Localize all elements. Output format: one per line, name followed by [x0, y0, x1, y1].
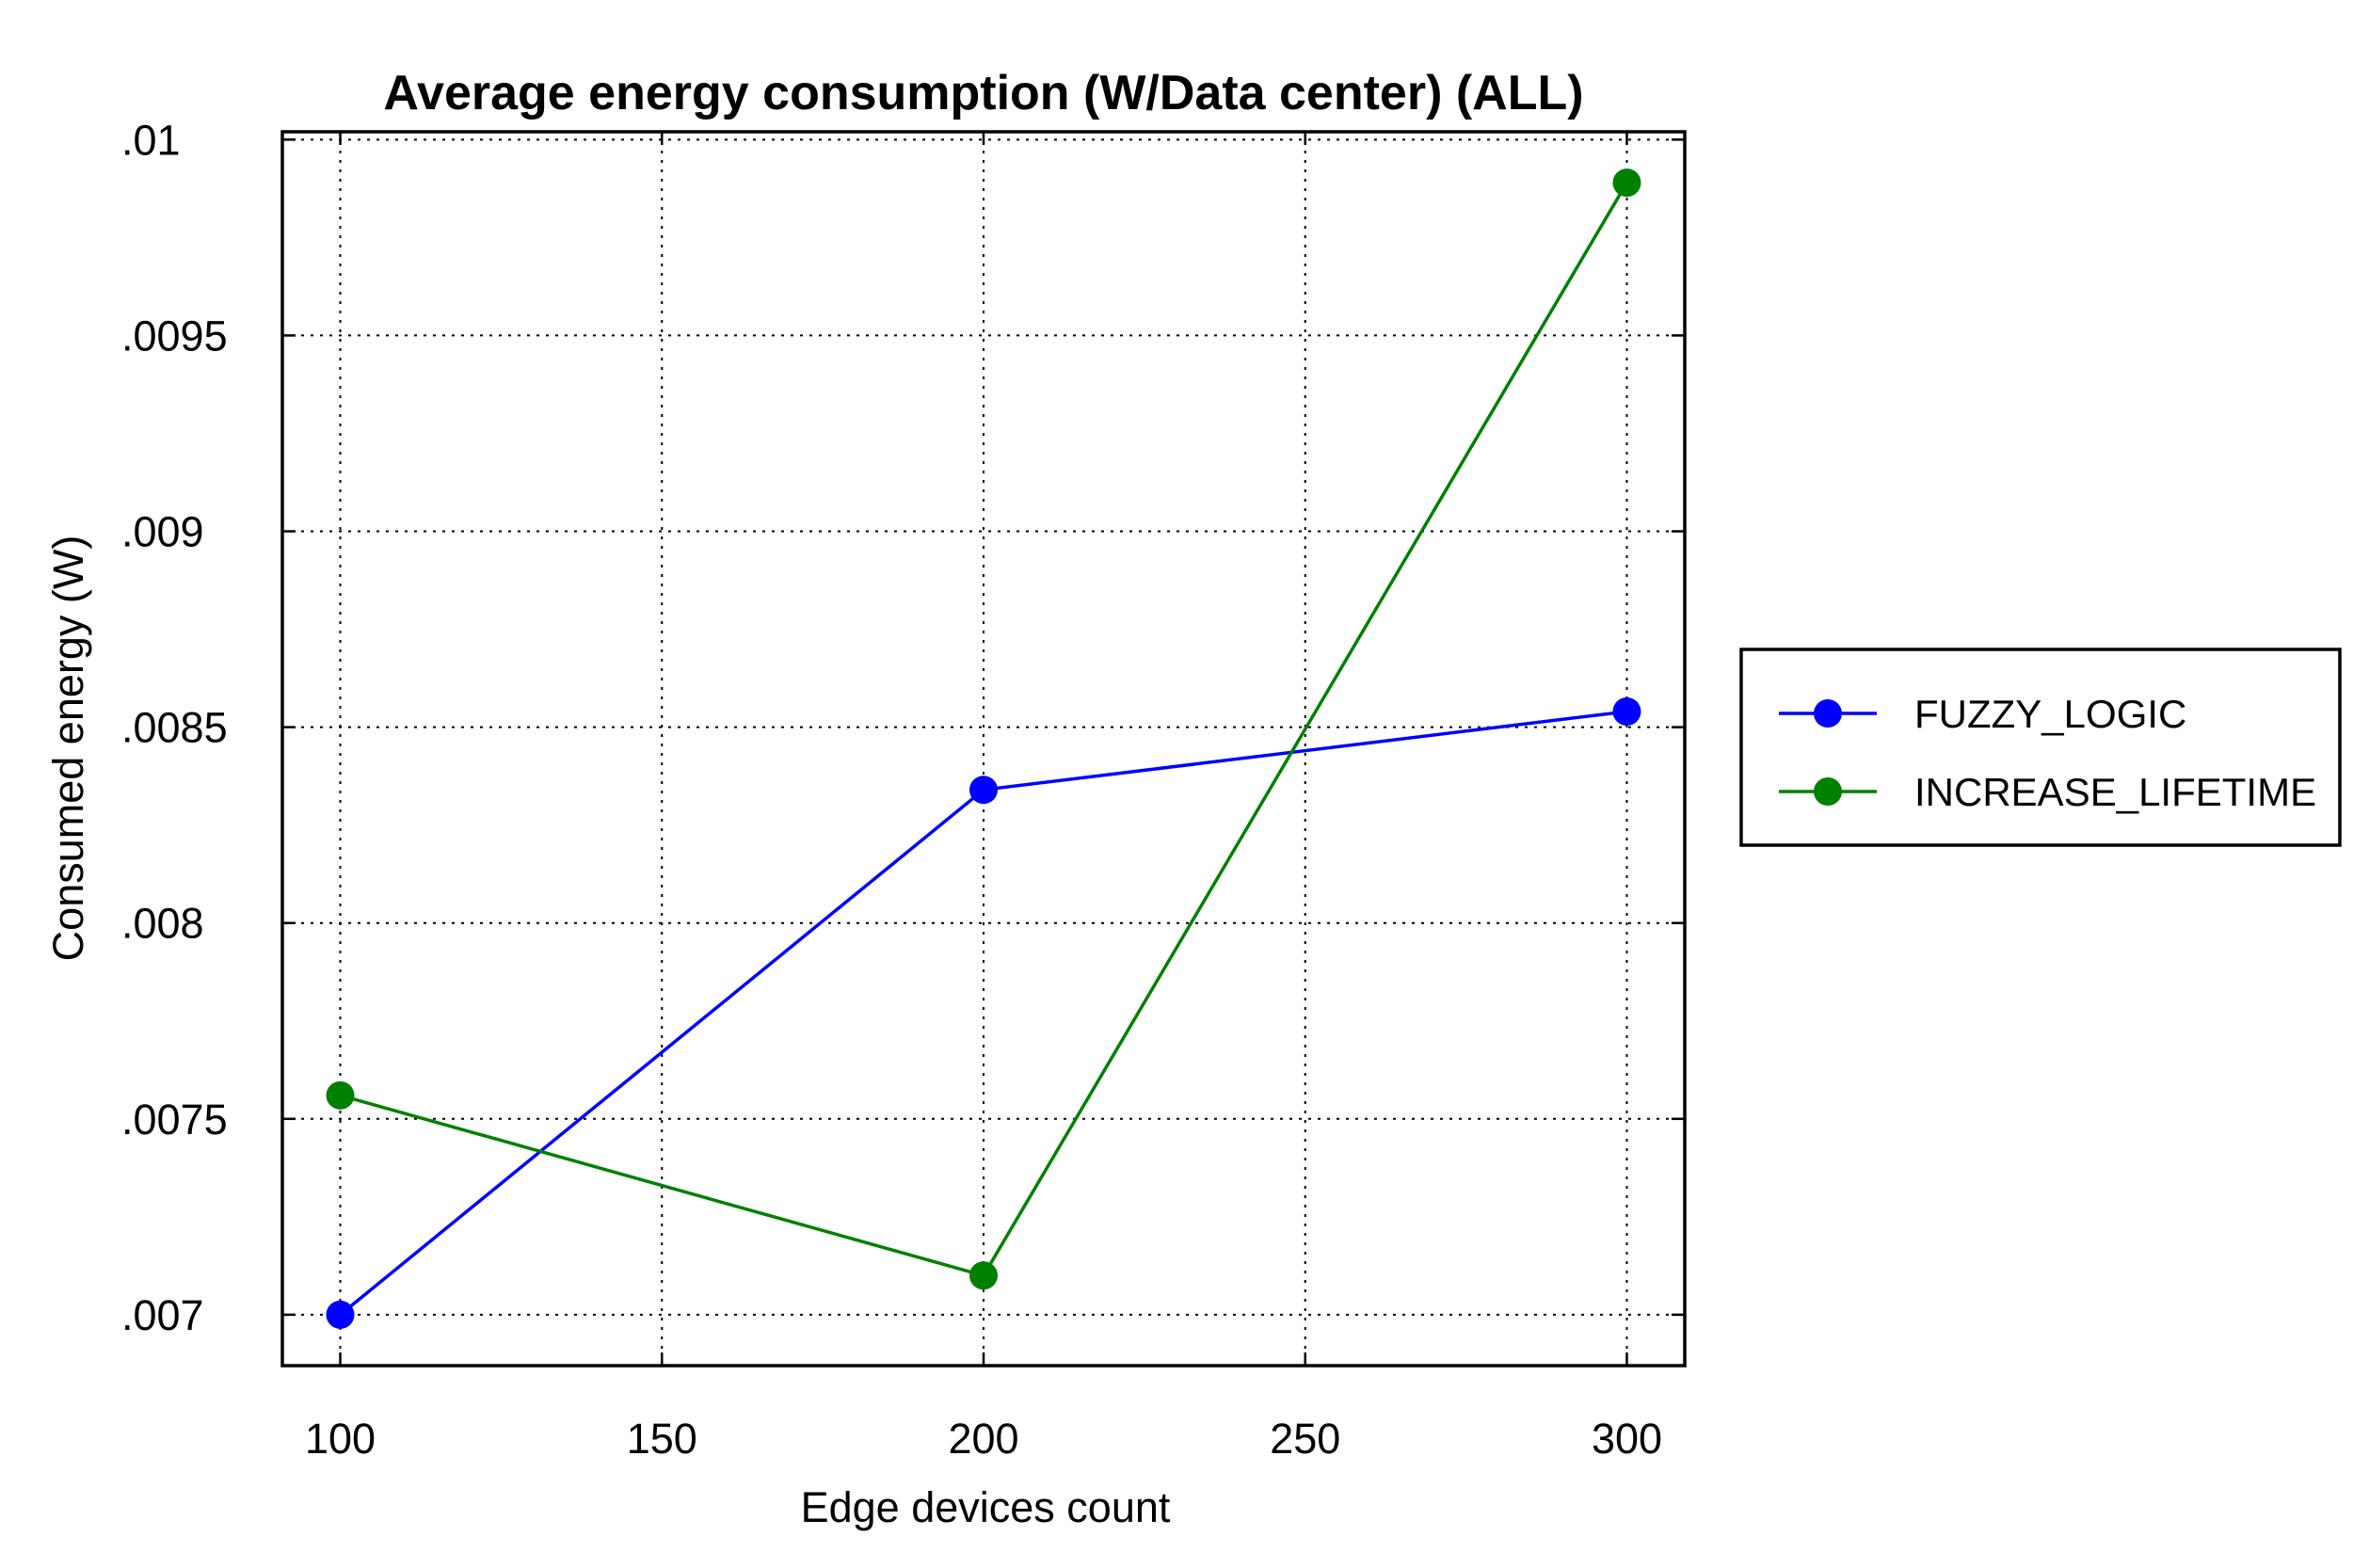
y-tick-label: .0085 [121, 704, 228, 752]
data-point-increase-lifetime [969, 1261, 998, 1290]
y-tick-label: .0075 [121, 1096, 228, 1144]
x-tick-label: 100 [305, 1415, 376, 1463]
y-tick-label: .009 [121, 508, 204, 556]
x-tick-label: 200 [948, 1415, 1018, 1463]
series-fuzzy-logic [326, 696, 1641, 1329]
grid [282, 132, 1685, 1366]
legend-marker-increase-lifetime [1814, 777, 1842, 806]
data-point-fuzzy-logic [1612, 696, 1641, 726]
y-axis-label: Consumed energy (W) [44, 536, 92, 962]
data-point-fuzzy-logic [969, 776, 998, 805]
series-increase-lifetime [326, 168, 1641, 1290]
y-tick-label: .008 [121, 900, 204, 948]
y-tick-label: .007 [121, 1291, 204, 1339]
legend-label-increase-lifetime: INCREASE_LIFETIME [1914, 770, 2316, 814]
data-point-increase-lifetime [326, 1080, 355, 1110]
x-axis-tick-labels: 100 150 200 250 300 [305, 1415, 1662, 1463]
x-tick-label: 150 [627, 1415, 697, 1463]
legend-marker-fuzzy-logic [1814, 699, 1842, 728]
x-tick-label: 300 [1592, 1415, 1662, 1463]
chart-title: Average energy consumption (W/Data cente… [383, 66, 1583, 120]
data-point-fuzzy-logic [326, 1300, 355, 1329]
data-point-increase-lifetime [1612, 168, 1641, 198]
legend: FUZZY_LOGIC INCREASE_LIFETIME [1739, 648, 2342, 847]
series-layer [326, 168, 1641, 1329]
y-tick-label: .01 [121, 116, 181, 164]
legend-item-fuzzy-logic: FUZZY_LOGIC [1779, 692, 2186, 736]
legend-items: FUZZY_LOGIC INCREASE_LIFETIME [1779, 692, 2316, 814]
legend-label-fuzzy-logic: FUZZY_LOGIC [1914, 692, 2186, 736]
legend-item-increase-lifetime: INCREASE_LIFETIME [1779, 770, 2316, 814]
y-axis-tick-labels: .007 .0075 .008 .0085 .009 .0095 .01 [121, 116, 228, 1339]
y-tick-label: .0095 [121, 312, 228, 360]
axis-ticks [282, 132, 1685, 1366]
legend-box [1739, 648, 2342, 847]
x-tick-label: 250 [1270, 1415, 1340, 1463]
x-axis-label: Edge devices count [801, 1483, 1171, 1531]
plot-frame [280, 130, 1687, 1368]
